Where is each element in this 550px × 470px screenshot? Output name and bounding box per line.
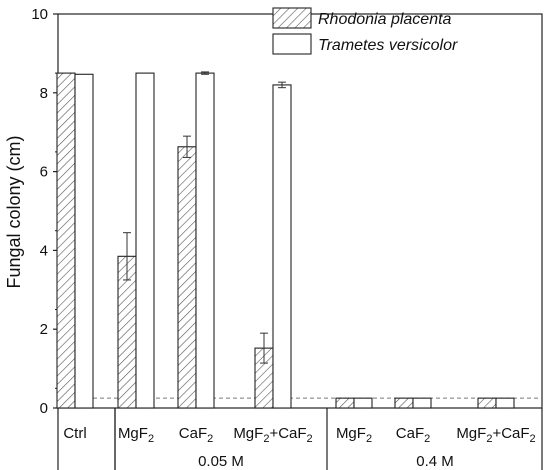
subscript: 2 bbox=[424, 433, 430, 445]
bar-rhodonia bbox=[177, 146, 197, 409]
x-tick-label: MgF2 bbox=[118, 425, 154, 445]
y-tick-label: 8 bbox=[40, 85, 48, 102]
legend-swatch bbox=[272, 33, 312, 55]
label-text: CaF bbox=[179, 425, 207, 442]
bar-rhodonia bbox=[335, 397, 355, 409]
y-tick-label: 6 bbox=[40, 164, 48, 181]
bar-rhodonia bbox=[56, 72, 76, 409]
subscript: 2 bbox=[486, 433, 492, 445]
bar-trametes bbox=[135, 72, 155, 409]
subscript: 2 bbox=[207, 433, 213, 445]
legend: Rhodonia placenta Trametes versicolor bbox=[272, 7, 458, 55]
label-text: Ctrl bbox=[63, 425, 86, 442]
bar-trametes bbox=[272, 84, 292, 409]
subscript: 2 bbox=[263, 433, 269, 445]
label-text: MgF bbox=[118, 425, 148, 442]
label-text: MgF bbox=[456, 425, 486, 442]
bar-trametes bbox=[412, 397, 432, 409]
bar-trametes bbox=[495, 397, 515, 409]
x-tick-label: Ctrl bbox=[63, 425, 86, 442]
bar-rhodonia bbox=[394, 397, 414, 409]
y-tick-label: 0 bbox=[40, 400, 48, 417]
legend-swatch bbox=[272, 7, 312, 29]
x-tick-label: CaF2 bbox=[396, 425, 430, 445]
label-text: MgF bbox=[336, 425, 366, 442]
label-text: +CaF bbox=[492, 425, 529, 442]
bar-trametes bbox=[353, 397, 373, 409]
subscript: 2 bbox=[366, 433, 372, 445]
subscript: 2 bbox=[148, 433, 154, 445]
x-tick-label: MgF2+CaF2 bbox=[233, 425, 312, 445]
legend-label: Rhodonia placenta bbox=[318, 11, 452, 28]
x-tick-label: MgF2 bbox=[336, 425, 372, 445]
subscript: 2 bbox=[530, 433, 536, 445]
x-tick-label: MgF2+CaF2 bbox=[456, 425, 535, 445]
group-label: 0.05 M bbox=[198, 453, 244, 470]
label-text: +CaF bbox=[269, 425, 306, 442]
label-text: CaF bbox=[396, 425, 424, 442]
x-tick-label: CaF2 bbox=[179, 425, 213, 445]
legend-label: Trametes versicolor bbox=[318, 37, 458, 54]
group-label: 0.4 M bbox=[416, 453, 454, 470]
y-tick-label: 2 bbox=[40, 321, 48, 338]
y-tick-label: 10 bbox=[31, 6, 48, 23]
y-axis-title: Fungal colony (cm) bbox=[4, 135, 24, 288]
bar-trametes bbox=[195, 72, 215, 409]
subscript: 2 bbox=[307, 433, 313, 445]
bar-rhodonia bbox=[477, 397, 497, 409]
label-text: MgF bbox=[233, 425, 263, 442]
y-tick-label: 4 bbox=[40, 242, 48, 259]
bar-trametes bbox=[74, 73, 94, 409]
